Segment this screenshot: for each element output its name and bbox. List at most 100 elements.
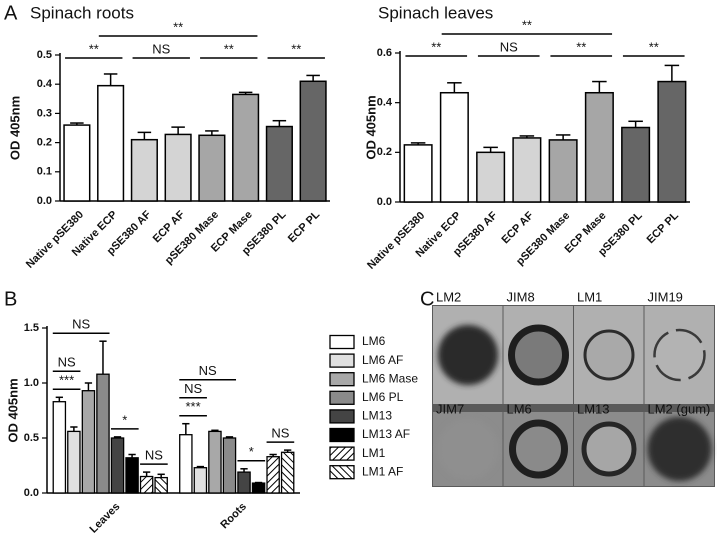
- bar: [63, 124, 91, 202]
- significance-label: **: [291, 41, 301, 56]
- blot-label: LM13: [577, 401, 610, 416]
- bar: [97, 84, 125, 202]
- bar: [512, 137, 542, 203]
- x-tick-label: Leaves: [88, 501, 123, 536]
- bar: [222, 437, 237, 494]
- significance-label: NS: [271, 426, 289, 441]
- significance-label: NS: [199, 363, 217, 378]
- bar: [198, 134, 226, 202]
- bar: [237, 471, 251, 494]
- error-bar: [519, 135, 535, 138]
- y-tick-label: 0.6: [377, 47, 392, 59]
- blot-label: LM6: [507, 401, 532, 416]
- y-tick-label: 0.4: [377, 97, 393, 109]
- error-bar: [664, 64, 680, 82]
- significance-label: **: [522, 17, 532, 32]
- error-bar: [211, 429, 219, 432]
- error-bar: [182, 422, 190, 435]
- panel-label: B: [4, 288, 17, 310]
- error-bar: [99, 340, 107, 375]
- blot-spot: [653, 328, 706, 382]
- legend-label: LM6: [362, 334, 386, 348]
- bar: [548, 139, 578, 203]
- significance-label: NS: [58, 355, 76, 370]
- significance-label: **: [576, 39, 586, 54]
- legend-swatch: [329, 409, 355, 424]
- error-bar: [306, 74, 320, 82]
- x-tick-label: ECP PL: [645, 209, 682, 246]
- significance-label: *: [122, 412, 127, 427]
- y-tick-label: 1.0: [24, 377, 39, 389]
- error-bar: [113, 436, 122, 438]
- legend-label: LM6 Mase: [362, 371, 418, 385]
- legend-label: LM13: [362, 409, 392, 423]
- legend-label: LM6 AF: [362, 353, 403, 367]
- legend-label: LM6 PL: [362, 390, 404, 404]
- blot-label: JIM7: [436, 401, 464, 416]
- y-tick-label: 0.2: [377, 146, 392, 158]
- error-bar: [447, 82, 462, 93]
- blot-label: JIM8: [507, 289, 535, 304]
- y-tick-label: 0.5: [24, 432, 39, 444]
- legend-swatch: [329, 353, 355, 368]
- error-bar: [84, 382, 93, 391]
- bar: [251, 482, 266, 494]
- bar: [280, 451, 295, 494]
- chart-title: Spinach leaves: [378, 3, 493, 22]
- y-axis-label: OD 405nm: [7, 96, 22, 160]
- error-bar: [240, 468, 248, 473]
- error-bar: [238, 91, 253, 95]
- y-tick-label: 0.3: [37, 107, 52, 119]
- error-bar: [555, 134, 571, 140]
- bar: [139, 475, 154, 494]
- blot-spot: [438, 325, 498, 385]
- bar: [208, 430, 222, 494]
- error-bar: [225, 436, 234, 438]
- x-tick-label: Native pSE380: [24, 209, 86, 271]
- significance-label: **: [173, 19, 183, 34]
- bar: [232, 93, 260, 202]
- blot-label: LM1: [577, 289, 602, 304]
- significance-label: **: [89, 41, 99, 56]
- error-bar: [157, 473, 165, 478]
- y-tick-label: 0.0: [24, 487, 39, 499]
- y-tick-label: 0.0: [377, 196, 392, 208]
- y-tick-label: 0.4: [37, 78, 53, 90]
- error-bar: [70, 426, 78, 432]
- bar: [81, 390, 96, 494]
- y-tick-label: 0.1: [37, 166, 52, 178]
- error-bar: [483, 146, 498, 153]
- bar: [657, 80, 687, 203]
- error-bar: [592, 80, 607, 93]
- blot-spot: [438, 419, 498, 479]
- bar: [476, 151, 506, 203]
- y-axis-label: OD 405nm: [363, 95, 378, 159]
- x-tick-label: Native pSE380: [365, 210, 427, 272]
- error-bar: [272, 119, 287, 127]
- significance-label: **: [649, 39, 659, 54]
- panel-label: C: [420, 288, 434, 310]
- blot-spot: [581, 421, 637, 477]
- error-bar: [137, 131, 152, 140]
- significance-label: **: [224, 41, 234, 56]
- significance-label: ***: [59, 373, 74, 388]
- y-tick-label: 0.0: [37, 195, 52, 207]
- significance-label: *: [249, 444, 254, 459]
- significance-label: NS: [500, 39, 518, 54]
- x-tick-label: ECP PL: [286, 208, 323, 245]
- blot-spot: [509, 419, 568, 479]
- y-axis-label: OD 405nm: [5, 378, 20, 442]
- panel-label: A: [4, 2, 18, 24]
- significance-label: **: [431, 39, 441, 54]
- significance-label: NS: [72, 317, 90, 332]
- error-bar: [171, 126, 185, 135]
- blot-label: LM2 (gum): [648, 401, 711, 416]
- x-tick-label: Roots: [218, 501, 249, 532]
- bar: [52, 401, 67, 494]
- error-bar: [410, 142, 426, 145]
- error-bar: [254, 481, 263, 484]
- bar: [67, 430, 81, 494]
- bar: [584, 91, 614, 203]
- legend-label: LM13 AF: [362, 427, 410, 441]
